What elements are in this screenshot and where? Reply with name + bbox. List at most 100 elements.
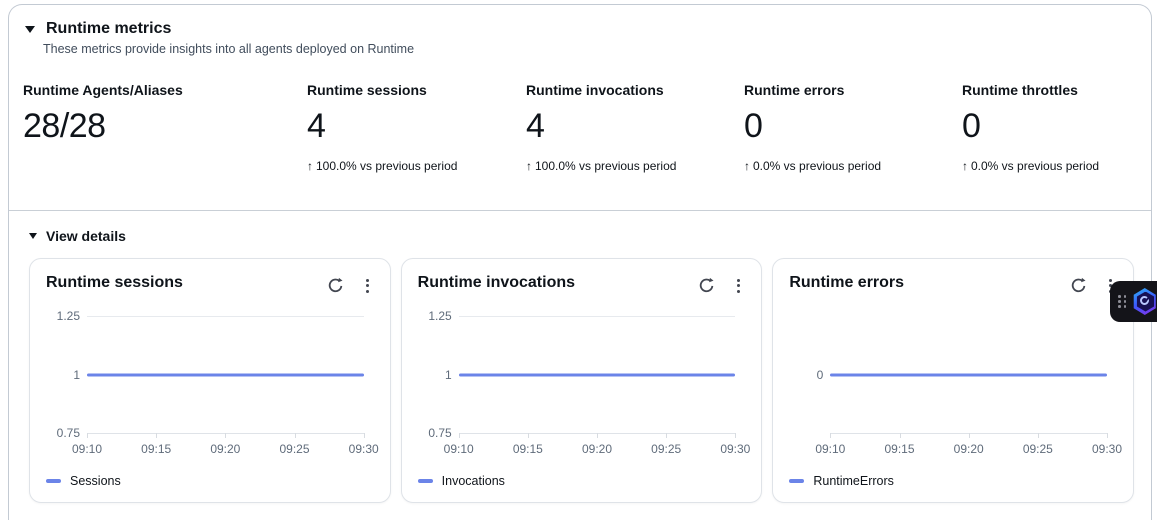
x-axis-tick-label: 09:10 (444, 442, 474, 456)
metric-throttles: Runtime throttles 0 ↑0.0% vs previous pe… (962, 82, 1151, 174)
collapse-triangle-icon (29, 233, 37, 239)
refresh-button[interactable] (1068, 275, 1089, 296)
y-axis-tick-label: 0.75 (57, 426, 80, 440)
metric-label: Runtime errors (744, 82, 962, 98)
metric-invocations: Runtime invocations 4 ↑100.0% vs previou… (526, 82, 744, 174)
y-axis-tick-label: 1.25 (428, 309, 451, 323)
x-axis-tick (1107, 433, 1108, 438)
metric-value: 4 (526, 107, 744, 146)
trend-text: 100.0% vs previous period (316, 159, 457, 173)
trend-text: 0.0% vs previous period (753, 159, 881, 173)
more-actions-button[interactable] (732, 277, 745, 295)
metric-errors: Runtime errors 0 ↑0.0% vs previous perio… (744, 82, 962, 174)
trend-up-arrow-icon: ↑ (526, 159, 532, 173)
legend-label: RuntimeErrors (813, 474, 894, 488)
metric-trend: ↑0.0% vs previous period (744, 159, 962, 174)
assistant-hexagon-icon (1133, 288, 1157, 315)
x-axis-tick (156, 433, 157, 438)
refresh-icon (1070, 277, 1087, 294)
metric-label: Runtime Agents/Aliases (23, 82, 307, 98)
x-axis-tick (225, 433, 226, 438)
card-actions (325, 274, 374, 296)
x-axis-tick (830, 433, 831, 438)
section-subtitle: These metrics provide insights into all … (43, 42, 1151, 56)
chart-title: Runtime errors (789, 274, 904, 292)
section-title: Runtime metrics (46, 20, 171, 38)
y-axis-tick-label: 1 (73, 368, 80, 382)
y-axis-tick-label: 1 (445, 368, 452, 382)
x-axis-tick (900, 433, 901, 438)
y-axis-tick-label: 1.25 (57, 309, 80, 323)
x-axis-tick (295, 433, 296, 438)
card-header: Runtime sessions (46, 274, 374, 296)
chart-legend[interactable]: RuntimeErrors (789, 474, 1117, 488)
x-axis-tick (364, 433, 365, 438)
chart-title: Runtime invocations (418, 274, 575, 292)
x-axis-tick (597, 433, 598, 438)
trend-up-arrow-icon: ↑ (307, 159, 313, 173)
metric-value: 4 (307, 107, 526, 146)
refresh-button[interactable] (696, 275, 717, 296)
x-axis-tick-label: 09:25 (279, 442, 309, 456)
metric-agents-aliases: Runtime Agents/Aliases 28/28 (23, 82, 307, 174)
x-axis-tick-label: 09:20 (582, 442, 612, 456)
trend-up-arrow-icon: ↑ (744, 159, 750, 173)
y-axis-tick-label: 0 (817, 368, 824, 382)
assistant-widget-button[interactable] (1110, 281, 1157, 322)
metric-label: Runtime sessions (307, 82, 526, 98)
metric-value: 0 (962, 107, 1151, 146)
series-line (459, 373, 736, 376)
section-divider (9, 210, 1151, 211)
metric-trend: ↑0.0% vs previous period (962, 159, 1151, 174)
chart-legend[interactable]: Sessions (46, 474, 374, 488)
legend-color-chip (46, 479, 61, 483)
x-axis-tick-label: 09:25 (1023, 442, 1053, 456)
series-line (87, 373, 364, 376)
card-actions (696, 274, 745, 296)
x-axis-tick-label: 09:10 (815, 442, 845, 456)
drag-handle-dots-icon[interactable] (1118, 295, 1127, 308)
x-axis-tick-label: 09:30 (720, 442, 750, 456)
refresh-icon (327, 277, 344, 294)
series-line (830, 373, 1107, 376)
x-axis-tick-label: 09:20 (210, 442, 240, 456)
metric-sessions: Runtime sessions 4 ↑100.0% vs previous p… (307, 82, 526, 174)
x-axis-tick-label: 09:15 (513, 442, 543, 456)
x-axis-tick-label: 09:15 (884, 442, 914, 456)
card-header: Runtime invocations (418, 274, 746, 296)
trend-text: 100.0% vs previous period (535, 159, 676, 173)
x-axis-tick (459, 433, 460, 438)
card-header: Runtime errors (789, 274, 1117, 296)
metric-label: Runtime throttles (962, 82, 1151, 98)
metrics-summary-row: Runtime Agents/Aliases 28/28 Runtime ses… (23, 82, 1151, 174)
x-axis-tick (735, 433, 736, 438)
x-axis-tick-label: 09:30 (349, 442, 379, 456)
runtime-metrics-header[interactable]: Runtime metrics (9, 5, 1151, 38)
x-axis-tick (1038, 433, 1039, 438)
more-actions-button[interactable] (361, 277, 374, 295)
gridline (87, 316, 364, 317)
vertical-ellipsis-icon (734, 279, 743, 293)
trend-text: 0.0% vs previous period (971, 159, 1099, 173)
legend-color-chip (418, 479, 433, 483)
x-axis-tick-label: 09:30 (1092, 442, 1122, 456)
chart-legend[interactable]: Invocations (418, 474, 746, 488)
gauge-glyph-icon (1140, 296, 1149, 305)
refresh-icon (698, 277, 715, 294)
refresh-button[interactable] (325, 275, 346, 296)
metric-value: 28/28 (23, 107, 307, 146)
legend-label: Sessions (70, 474, 121, 488)
view-details-header[interactable]: View details (29, 228, 1151, 244)
chart-title: Runtime sessions (46, 274, 183, 292)
legend-label: Invocations (442, 474, 505, 488)
x-axis-tick-label: 09:10 (72, 442, 102, 456)
